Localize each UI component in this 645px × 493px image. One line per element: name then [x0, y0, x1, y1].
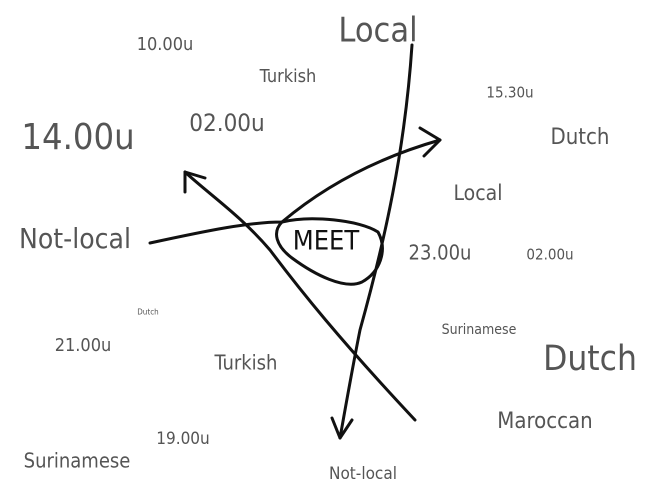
word: Local: [338, 11, 417, 51]
word: 02.00u: [526, 246, 573, 264]
word: 15.30u: [486, 84, 533, 102]
word: Dutch: [137, 308, 158, 317]
word: Local: [454, 181, 503, 205]
word: 14.00u: [21, 117, 134, 158]
word: Maroccan: [497, 409, 592, 434]
word: 10.00u: [137, 34, 194, 55]
arrow-head: [330, 416, 354, 440]
arrow: [183, 170, 417, 422]
word: Surinamese: [442, 322, 517, 338]
word: 21.00u: [55, 335, 112, 356]
word: Not-local: [329, 464, 397, 484]
word: Surinamese: [24, 449, 131, 473]
arrow-head: [183, 170, 207, 194]
arrow: [338, 43, 414, 440]
word: Turkish: [214, 351, 278, 375]
word: 19.00u: [156, 429, 209, 449]
word: Dutch: [551, 125, 610, 150]
loop: [275, 217, 384, 286]
word: 23.00u: [409, 241, 472, 265]
word: Not-local: [19, 222, 131, 255]
arrow-head: [418, 126, 442, 158]
word: Dutch: [543, 339, 637, 379]
word: Turkish: [259, 66, 317, 87]
arrows: [148, 43, 442, 440]
word: 02.00u: [189, 109, 264, 137]
center-label: MEET: [293, 226, 360, 257]
